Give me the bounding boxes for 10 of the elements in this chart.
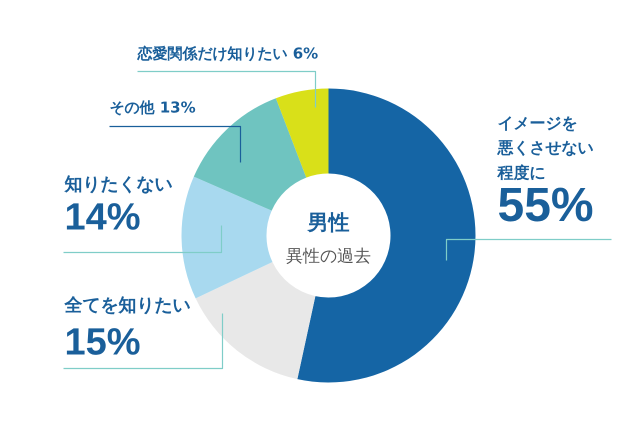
data-label: 14% bbox=[64, 196, 141, 238]
data-label: 15% bbox=[64, 322, 141, 364]
slice-label: 恋愛関係だけ知りたい 6% bbox=[136, 44, 318, 62]
data-label: 55% bbox=[498, 179, 594, 232]
text: 男性 bbox=[306, 210, 350, 234]
slice-label: 全てを知りたい bbox=[64, 295, 190, 316]
text: 異性の過去 bbox=[286, 246, 371, 266]
slice-label: イメージを悪くさせない程度に bbox=[496, 114, 594, 182]
slice-label: 知りたくない bbox=[64, 174, 172, 195]
slice-label: その他 13% bbox=[110, 98, 196, 116]
